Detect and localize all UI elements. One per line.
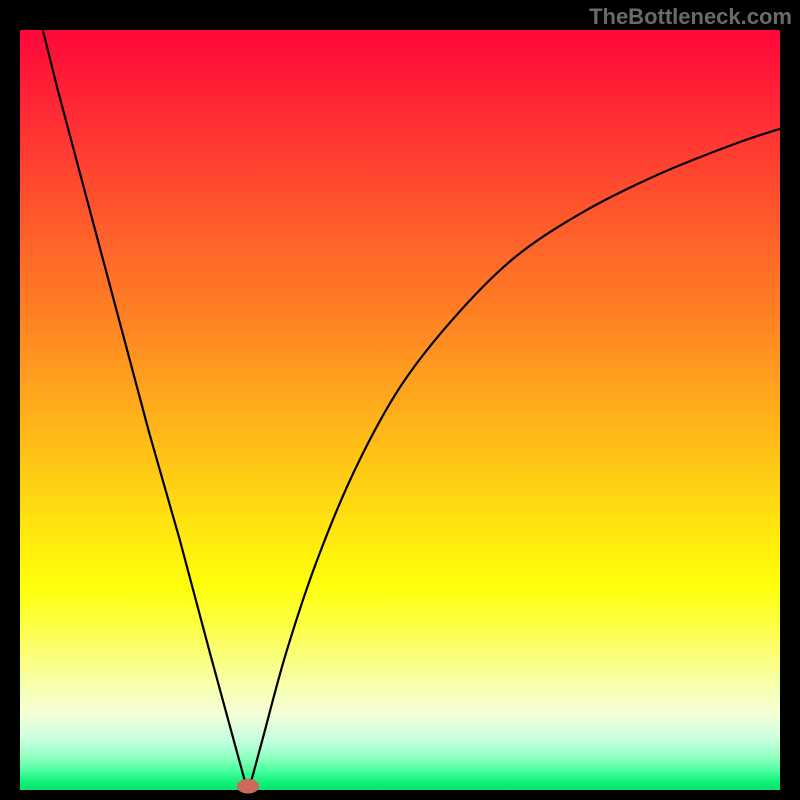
bottleneck-chart: TheBottleneck.com <box>0 0 800 800</box>
minimum-marker <box>237 779 258 793</box>
chart-svg <box>0 0 800 800</box>
plot-gradient-background <box>20 30 780 790</box>
watermark-text: TheBottleneck.com <box>589 4 792 30</box>
